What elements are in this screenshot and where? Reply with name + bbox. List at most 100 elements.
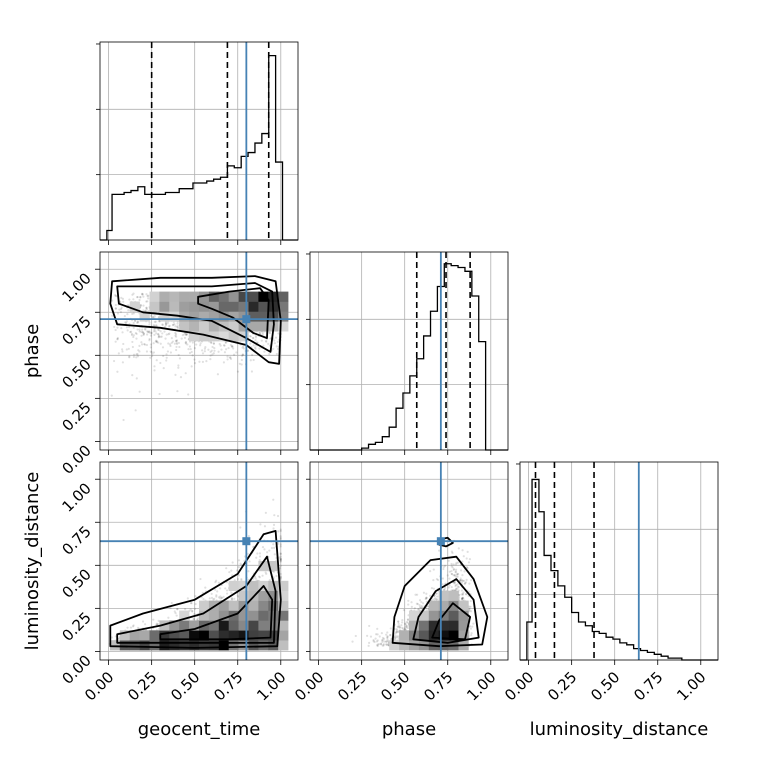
- sample-point: [145, 308, 148, 311]
- sample-point: [202, 598, 205, 601]
- histogram-phase: [310, 252, 508, 451]
- sample-point: [156, 328, 160, 331]
- sample-point: [138, 328, 141, 331]
- sample-point: [248, 334, 252, 338]
- histogram-luminosity_distance: [520, 462, 718, 661]
- sample-point: [121, 348, 124, 351]
- density-cell: [238, 301, 249, 312]
- sample-point: [210, 349, 213, 352]
- sample-point: [122, 300, 125, 303]
- sample-point: [264, 339, 268, 343]
- density-cell: [179, 321, 190, 332]
- x-tick-label: 0.75: [630, 668, 666, 704]
- density-cell: [169, 301, 180, 312]
- sample-point: [192, 618, 195, 621]
- sample-point: [135, 337, 138, 340]
- sample-point: [132, 292, 135, 295]
- sample-point: [132, 624, 135, 627]
- sample-point: [175, 614, 178, 617]
- sample-point: [141, 620, 145, 623]
- sample-point: [273, 339, 276, 342]
- sample-point: [277, 332, 280, 335]
- density-cell: [258, 301, 269, 312]
- sample-point: [279, 552, 282, 556]
- sample-point: [117, 352, 120, 355]
- sample-point: [142, 304, 145, 307]
- sample-point: [210, 596, 214, 599]
- sample-point: [147, 297, 150, 300]
- sample-point: [165, 359, 168, 362]
- density-cell: [248, 291, 259, 302]
- x-tick-label: 1.00: [673, 668, 709, 704]
- sample-point: [150, 354, 154, 358]
- sample-point: [153, 365, 156, 368]
- sample-point: [120, 307, 123, 311]
- sample-point: [157, 334, 161, 337]
- sample-point: [164, 337, 167, 340]
- sample-point: [136, 295, 139, 299]
- sample-point: [276, 340, 279, 343]
- sample-point: [264, 511, 267, 514]
- sample-point: [141, 292, 144, 296]
- panel-frame: [309, 251, 509, 451]
- sample-point: [185, 333, 188, 336]
- sample-point: [268, 331, 271, 334]
- sample-point: [170, 601, 173, 605]
- sample-point: [175, 339, 179, 342]
- sample-point: [211, 353, 214, 356]
- sample-point: [272, 498, 275, 501]
- sample-point: [157, 341, 160, 344]
- sample-point: [161, 323, 164, 327]
- sample-point: [164, 323, 167, 326]
- joint-geocent_time-luminosity_distance: [100, 462, 298, 660]
- sample-point: [135, 356, 138, 359]
- sample-point: [134, 319, 137, 322]
- sample-point: [144, 327, 147, 330]
- sample-point: [175, 342, 179, 346]
- sample-point: [177, 341, 180, 345]
- sample-point: [165, 333, 168, 336]
- sample-point: [159, 330, 162, 333]
- sample-point: [203, 347, 206, 350]
- sample-point: [175, 345, 178, 349]
- sample-point: [258, 331, 261, 335]
- sample-point: [148, 337, 151, 341]
- sample-point: [145, 300, 148, 303]
- sample-point: [163, 330, 166, 333]
- sample-point: [131, 374, 134, 377]
- sample-point: [193, 358, 196, 361]
- sample-point: [187, 348, 190, 351]
- sample-point: [123, 314, 126, 318]
- sample-point: [114, 328, 117, 332]
- sample-point: [149, 346, 152, 349]
- sample-point: [199, 342, 202, 345]
- sample-point: [144, 309, 147, 312]
- joint-geocent_time-phase: [100, 252, 298, 450]
- sample-point: [148, 339, 151, 342]
- sample-point: [116, 336, 119, 340]
- sample-point: [135, 377, 138, 380]
- sample-point: [175, 339, 178, 343]
- sample-point: [118, 308, 121, 311]
- sample-point: [225, 567, 228, 570]
- sample-point: [248, 560, 251, 563]
- sample-point: [224, 341, 227, 345]
- sample-point: [194, 602, 197, 606]
- density-cell: [179, 291, 190, 302]
- sample-point: [153, 369, 156, 372]
- sample-point: [224, 587, 227, 590]
- sample-point: [238, 362, 241, 365]
- sample-point: [153, 328, 156, 331]
- density-cell: [218, 301, 229, 312]
- sample-point: [190, 350, 193, 354]
- sample-point: [116, 370, 119, 373]
- y-tick-label: 0.75: [58, 312, 94, 348]
- sample-point: [222, 344, 226, 347]
- sample-point: [131, 345, 134, 349]
- sample-point: [142, 295, 145, 298]
- sample-point: [199, 344, 202, 347]
- y-tick-label: 0.50: [58, 355, 94, 391]
- sample-point: [120, 306, 123, 309]
- sample-point: [261, 331, 264, 334]
- sample-point: [110, 394, 113, 397]
